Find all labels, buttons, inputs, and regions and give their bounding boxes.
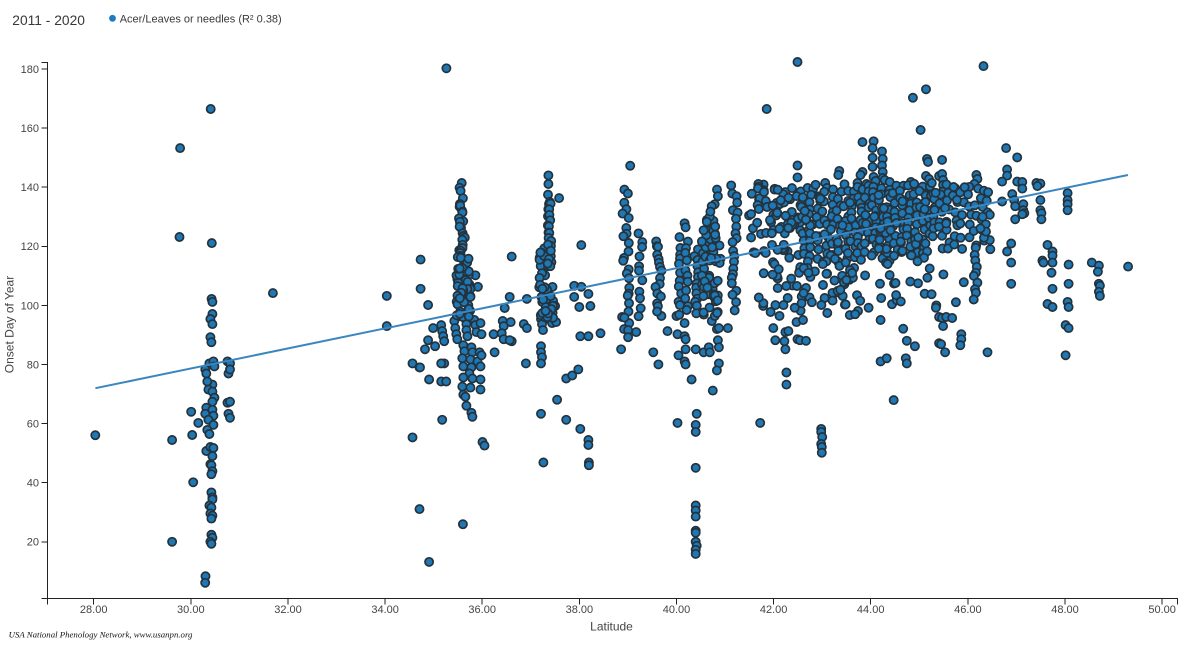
svg-text:20: 20 bbox=[27, 537, 39, 549]
svg-text:Latitude: Latitude bbox=[590, 620, 633, 634]
svg-text:36.00: 36.00 bbox=[468, 604, 496, 616]
svg-text:80: 80 bbox=[27, 359, 39, 371]
svg-text:40: 40 bbox=[27, 478, 39, 490]
svg-text:32.00: 32.00 bbox=[274, 604, 302, 616]
svg-text:160: 160 bbox=[21, 123, 39, 135]
svg-text:50.00: 50.00 bbox=[1148, 604, 1176, 616]
svg-text:180: 180 bbox=[21, 64, 39, 76]
svg-text:Onset Day of Year: Onset Day of Year bbox=[2, 276, 16, 373]
svg-text:42.00: 42.00 bbox=[760, 604, 788, 616]
svg-text:USA National Phenology Network: USA National Phenology Network, www.usan… bbox=[9, 630, 193, 640]
svg-text:44.00: 44.00 bbox=[857, 604, 885, 616]
svg-text:60: 60 bbox=[27, 419, 39, 431]
svg-text:Acer/Leaves or needles (R² 0.3: Acer/Leaves or needles (R² 0.38) bbox=[120, 13, 282, 25]
svg-text:120: 120 bbox=[21, 241, 39, 253]
svg-text:2011 - 2020: 2011 - 2020 bbox=[12, 13, 85, 28]
svg-text:34.00: 34.00 bbox=[371, 604, 399, 616]
svg-text:100: 100 bbox=[21, 300, 39, 312]
svg-text:140: 140 bbox=[21, 182, 39, 194]
svg-text:38.00: 38.00 bbox=[566, 604, 594, 616]
svg-text:28.00: 28.00 bbox=[80, 604, 108, 616]
svg-text:40.00: 40.00 bbox=[663, 604, 691, 616]
svg-text:46.00: 46.00 bbox=[954, 604, 982, 616]
svg-text:48.00: 48.00 bbox=[1051, 604, 1079, 616]
svg-text:30.00: 30.00 bbox=[177, 604, 205, 616]
